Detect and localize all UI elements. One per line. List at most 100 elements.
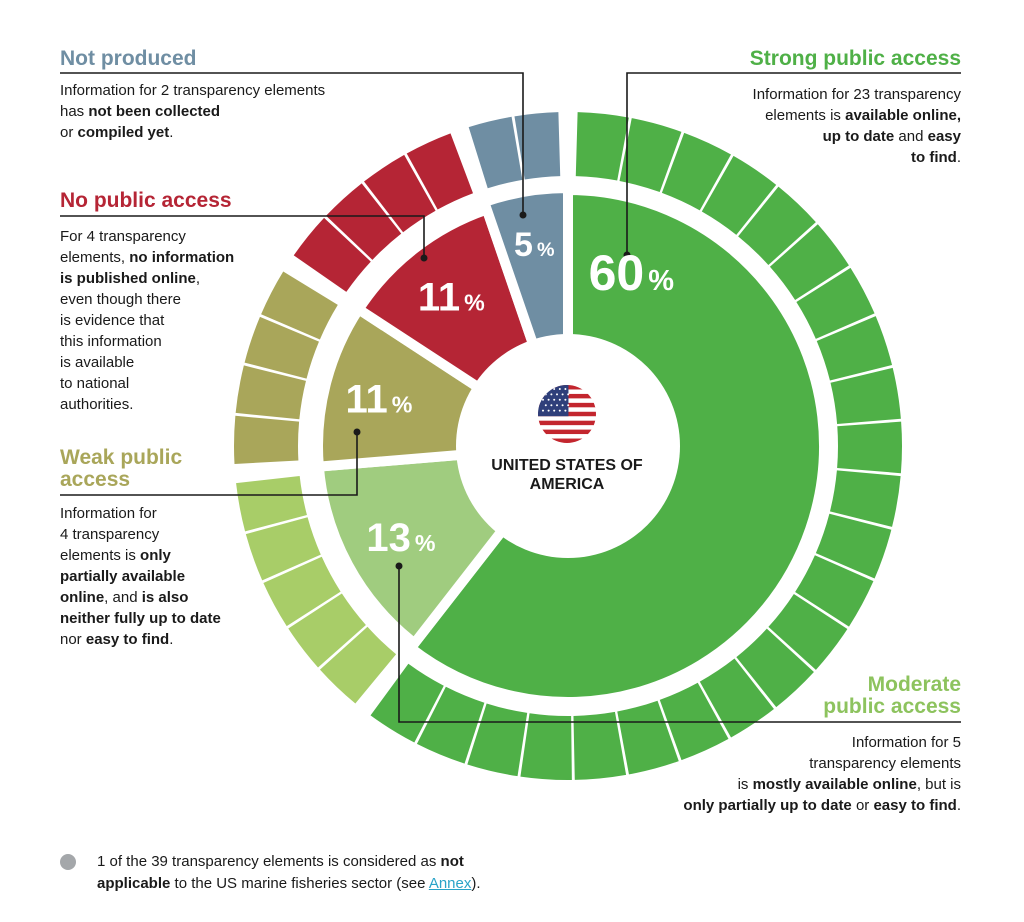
moderate-percent-label: 13%	[366, 516, 435, 560]
not-produced-connector	[60, 72, 524, 215]
plain-text: nor	[60, 631, 86, 648]
weak-heading: Weak public access	[60, 446, 183, 491]
country-label: UNITED STATES OF AMERICA	[491, 457, 643, 493]
emphasis-text: easy to find	[85, 631, 170, 648]
plain-text: .	[956, 149, 961, 166]
not-applicable-dot-icon	[60, 854, 76, 870]
strong-description: Information for 23 transparency elements …	[660, 84, 961, 168]
none-ring-cell	[364, 154, 436, 233]
strong-ring-cell	[416, 686, 485, 764]
none-ring-cell	[406, 133, 474, 210]
emphasis-text: applicable	[97, 875, 171, 892]
plain-text: .	[169, 124, 174, 141]
connector-end-dot	[353, 428, 361, 436]
emphasis-text: easy to find	[873, 797, 957, 814]
plain-text: For 4 transparency	[60, 228, 186, 245]
footnote-text: 1 of the 39 transparency elements is con…	[97, 851, 620, 895]
plain-text: Information for 23 transparency	[752, 86, 961, 103]
moderate-ring-cell	[288, 593, 366, 668]
strong-ring-cell	[738, 186, 816, 266]
us-flag-icon	[538, 385, 596, 443]
moderate-connector	[398, 566, 961, 723]
footnote: 1 of the 39 transparency elements is con…	[60, 851, 620, 895]
plain-text: or	[851, 797, 874, 814]
weak-connector	[60, 432, 358, 496]
plain-text: is evidence that	[60, 312, 165, 329]
strong-ring-cell	[816, 316, 893, 381]
strong-ring-cell	[573, 711, 627, 780]
connector-lines	[60, 72, 961, 723]
connector-end-dot	[519, 211, 527, 219]
plain-text: to the US marine fisheries sector (see	[170, 875, 429, 892]
strong-ring-cell	[370, 663, 444, 743]
emphasis-text: easy	[927, 128, 961, 145]
moderate-ring-cell	[263, 556, 341, 627]
none-percent-label: 11%	[418, 275, 485, 319]
strong-ring-cell	[575, 112, 629, 181]
strong-ring-cell	[795, 555, 874, 627]
emphasis-text: is also	[141, 589, 189, 606]
emphasis-text: to find	[911, 149, 957, 166]
strong-ring-cell	[661, 132, 731, 211]
annex-link[interactable]: Annex	[428, 875, 472, 892]
strong-percent-label: 60%	[589, 245, 675, 301]
plain-text: 1 of the 39 transparency elements is con…	[97, 853, 441, 870]
strong-ring-cell	[830, 367, 901, 424]
percent-labels: 60 % 13 % 11 % 11 % 5%	[346, 226, 675, 560]
moderate-ring-cell	[245, 517, 321, 581]
not-produced-ring-cell	[514, 112, 561, 180]
emphasis-text: not	[440, 853, 464, 870]
plain-text: Information for	[60, 505, 157, 522]
plain-text: ,	[195, 270, 201, 287]
plain-text: elements is	[60, 547, 141, 564]
strong-ring-cell	[617, 700, 679, 775]
plain-text: even though there	[60, 291, 181, 308]
none-ring-cell	[326, 183, 402, 260]
center-hole	[456, 334, 680, 558]
emphasis-text: only partially up to date	[683, 797, 852, 814]
annotation-not-produced: Not produced Information for 2 transpare…	[60, 48, 390, 143]
strong-heading: Strong public access	[749, 47, 961, 70]
plain-text: or	[60, 124, 78, 141]
plain-text: .	[169, 631, 174, 648]
plain-text: .	[956, 797, 961, 814]
annotation-no-access: No public access For 4 transparency eleme…	[60, 190, 290, 415]
weak-ring-cell	[235, 365, 306, 420]
moderate-description: Information for 5 transparency elements is…	[600, 732, 961, 816]
annotation-strong: Strong public access Information for 23 …	[660, 48, 961, 168]
connector-end-dot	[623, 251, 631, 259]
plain-text: this information	[60, 333, 162, 350]
plain-text: Information for 5	[851, 734, 961, 751]
emphasis-text: neither fully up to date	[60, 610, 221, 627]
emphasis-text: not been collected	[88, 103, 221, 120]
strong-ring-cell	[769, 224, 849, 300]
plain-text: transparency elements	[809, 755, 961, 772]
weak-ring-cell	[261, 271, 338, 340]
strong-ring-cell	[768, 593, 848, 670]
weak-ring-cell	[244, 316, 319, 379]
no-access-heading: No public access	[60, 189, 232, 212]
plain-text: , but is	[916, 776, 961, 793]
plain-text: Information for 2 transparency elements	[60, 82, 326, 99]
not-produced-percent-label: 5%	[514, 226, 554, 264]
plain-text: 4 transparency	[60, 526, 160, 543]
emphasis-text: partially available	[60, 568, 186, 585]
plain-text: authorities.	[60, 396, 134, 413]
strong-ring-cell	[829, 470, 901, 527]
no-access-description: For 4 transparency elements, no informati…	[60, 226, 290, 415]
connector-end-dot	[420, 254, 428, 262]
emphasis-text: up to date	[822, 128, 895, 145]
no-access-connector	[60, 215, 425, 258]
plain-text: and	[894, 128, 928, 145]
plain-text: to national	[60, 375, 130, 392]
weak-description: Information for 4 transparency elements is…	[60, 503, 260, 650]
emphasis-text: compiled yet	[77, 124, 170, 141]
emphasis-text: only	[140, 547, 171, 564]
strong-connector	[626, 72, 961, 255]
connector-end-dot	[395, 562, 403, 570]
emphasis-text: is published online	[60, 270, 196, 287]
plain-text: elements,	[60, 249, 130, 266]
not-produced-ring-cell	[468, 116, 523, 189]
plain-text: has	[60, 103, 89, 120]
